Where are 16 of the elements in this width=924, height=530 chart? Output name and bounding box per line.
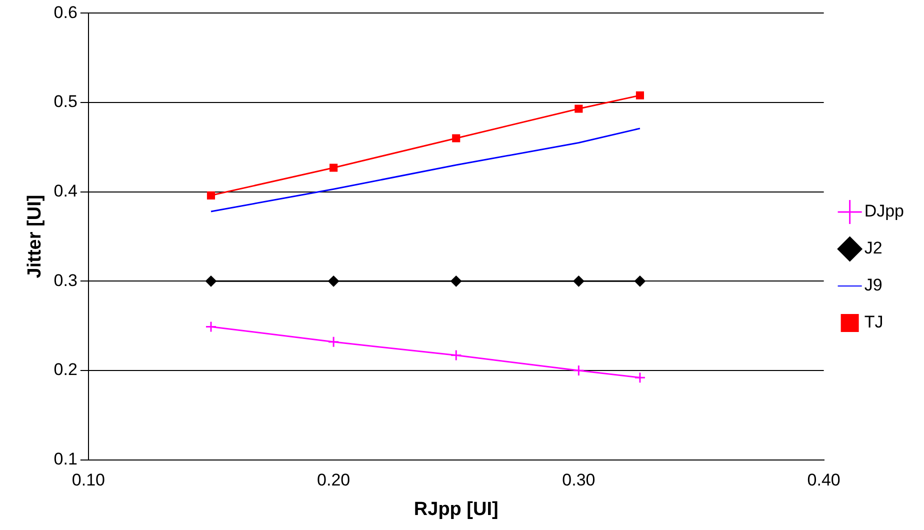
legend-label: DJpp	[864, 202, 904, 221]
legend-label: J2	[864, 238, 882, 258]
x-tick-label: 0.20	[317, 470, 350, 490]
y-tick-label: 0.5	[54, 92, 78, 112]
y-tick-label: 0.4	[54, 182, 78, 201]
x-axis-title: RJpp [UI]	[414, 498, 498, 520]
y-axis-title: Jitter [UI]	[24, 194, 46, 278]
x-tick-label: 0.40	[807, 470, 840, 490]
legend-label: J9	[864, 276, 882, 295]
y-tick-label: 0.3	[54, 270, 78, 290]
x-tick-label: 0.30	[562, 470, 596, 490]
x-tick-label: 0.10	[72, 470, 105, 490]
y-tick-label: 0.1	[54, 449, 78, 468]
y-tick-label: 0.6	[54, 2, 78, 22]
legend-label: TJ	[864, 312, 884, 332]
y-tick-label: 0.2	[54, 360, 78, 380]
